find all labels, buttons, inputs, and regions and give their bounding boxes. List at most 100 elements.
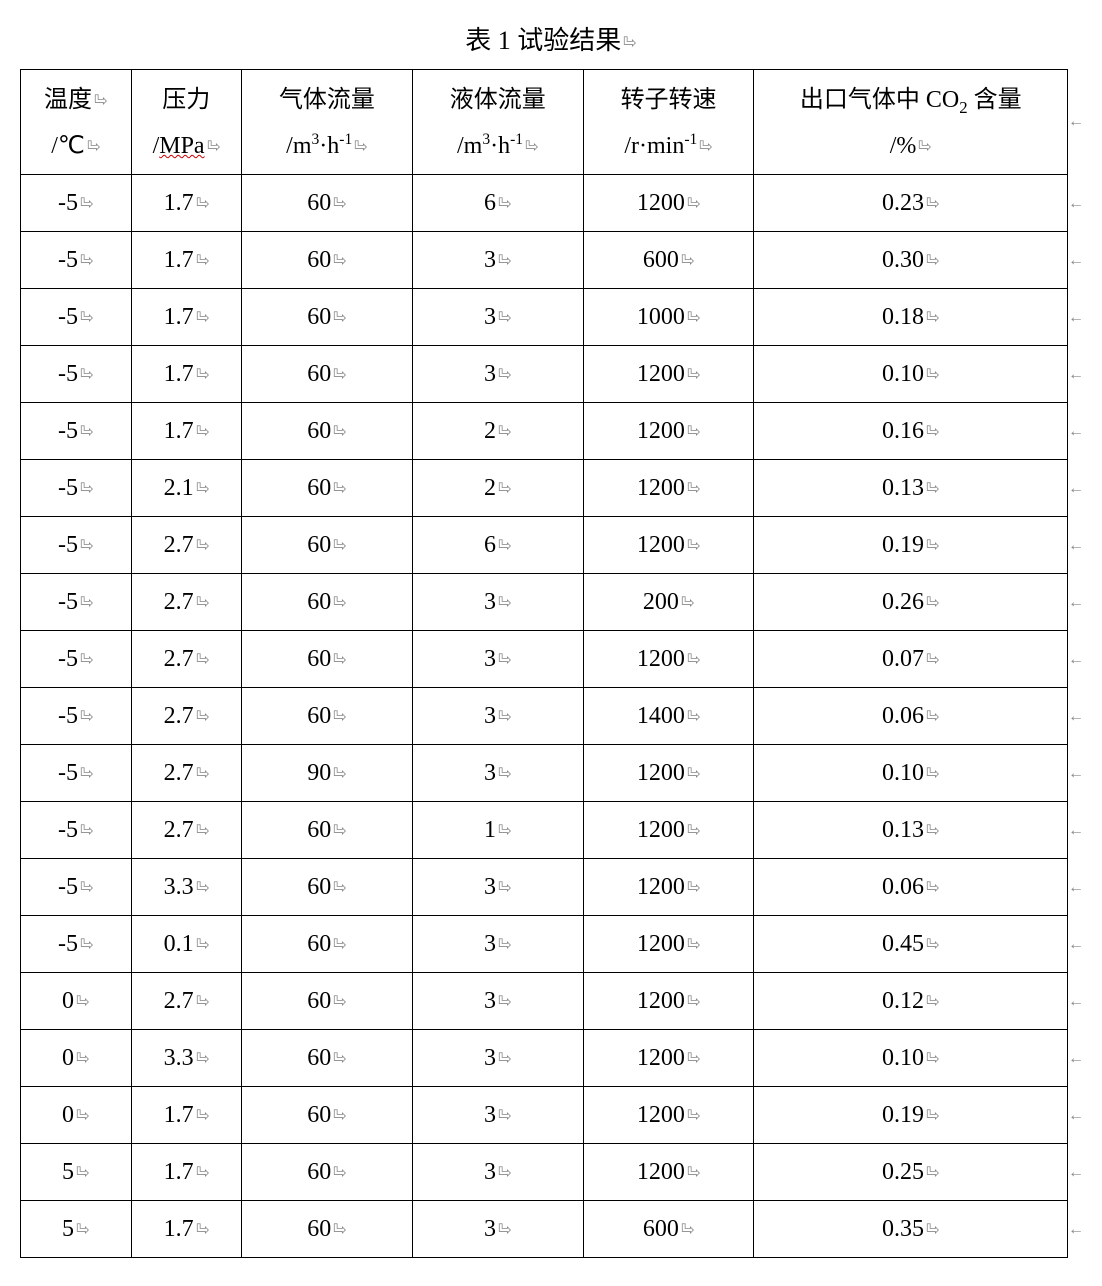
table-cell: 0.06⏎ <box>754 688 1068 745</box>
cell-value: 1200 <box>637 1102 685 1128</box>
table-cell: 0.23⏎ <box>754 175 1068 232</box>
table-row: -5⏎1.7⏎60⏎3⏎1000⏎0.18⏎ <box>21 289 1068 346</box>
cell-value: 6 <box>484 532 496 558</box>
table-cell: 60⏎ <box>242 175 413 232</box>
table-cell: -5⏎ <box>21 574 132 631</box>
paragraph-mark-icon: ⏎ <box>926 308 939 328</box>
table-cell: 1.7⏎ <box>131 232 242 289</box>
table-cell: 5⏎ <box>21 1144 132 1201</box>
paragraph-mark-icon: ⏎ <box>196 821 209 841</box>
table-cell: 0⏎ <box>21 1030 132 1087</box>
cell-value: -5 <box>58 304 78 330</box>
paragraph-mark-icon: ⏎ <box>926 1049 939 1069</box>
table-cell: -5⏎ <box>21 232 132 289</box>
cell-value: 600 <box>643 1216 679 1242</box>
table-cell: 60⏎ <box>242 802 413 859</box>
col-header-label: 液体流量 <box>450 87 546 113</box>
table-cell: 0⏎ <box>21 973 132 1030</box>
table-cell: 60⏎ <box>242 1030 413 1087</box>
paragraph-mark-icon: ⏎ <box>498 821 511 841</box>
cell-value: 0 <box>62 988 74 1014</box>
paragraph-mark-icon: ⏎ <box>76 1106 89 1126</box>
cell-value: 2.1 <box>164 475 194 501</box>
table-cell: 1400⏎ <box>583 688 754 745</box>
cell-value: 60 <box>307 361 331 387</box>
paragraph-mark-icon: ⏎ <box>333 707 346 727</box>
cell-value: 3 <box>484 1216 496 1242</box>
paragraph-mark-icon: ⏎ <box>498 1049 511 1069</box>
paragraph-mark-icon: ⏎ <box>926 935 939 955</box>
paragraph-mark-icon: ⏎ <box>333 251 346 271</box>
paragraph-mark-icon: ⏎ <box>926 821 939 841</box>
table-cell: 0⏎ <box>21 1087 132 1144</box>
table-cell: 1.7⏎ <box>131 1144 242 1201</box>
table-cell: 90⏎ <box>242 745 413 802</box>
cell-value: 60 <box>307 1102 331 1128</box>
header-row: 温度⏎ /℃⏎ 压力 /MPa⏎ 气体流量 /m3·h-1⏎ 液体流量 /m3·… <box>21 70 1068 175</box>
cell-mark-icon: ← <box>1068 232 1080 289</box>
paragraph-mark-icon: ⏎ <box>699 133 712 163</box>
table-cell: 2⏎ <box>412 403 583 460</box>
paragraph-mark-icon: ⏎ <box>80 821 93 841</box>
paragraph-mark-icon: ⏎ <box>196 251 209 271</box>
table-cell: 3⏎ <box>412 1030 583 1087</box>
table-cell: 3.3⏎ <box>131 859 242 916</box>
cell-value: 1200 <box>637 1159 685 1185</box>
cell-value: 3 <box>484 646 496 672</box>
table-row: -5⏎3.3⏎60⏎3⏎1200⏎0.06⏎ <box>21 859 1068 916</box>
table-cell: 0.07⏎ <box>754 631 1068 688</box>
cell-mark-icon: ← <box>1068 69 1080 175</box>
paragraph-mark-icon: ⏎ <box>498 707 511 727</box>
cell-value: 0.06 <box>882 703 924 729</box>
paragraph-mark-icon: ⏎ <box>687 764 700 784</box>
paragraph-mark-icon: ⏎ <box>926 194 939 214</box>
cell-value: 3 <box>484 1045 496 1071</box>
cell-value: 2 <box>484 418 496 444</box>
cell-mark-icon: ← <box>1068 574 1080 631</box>
cell-value: 3 <box>484 703 496 729</box>
paragraph-mark-icon: ⏎ <box>687 479 700 499</box>
cell-value: 2.7 <box>164 760 194 786</box>
cell-value: -5 <box>58 760 78 786</box>
table-cell: 1.7⏎ <box>131 346 242 403</box>
table-body: -5⏎1.7⏎60⏎6⏎1200⏎0.23⏎-5⏎1.7⏎60⏎3⏎600⏎0.… <box>21 175 1068 1258</box>
table-cell: 1.7⏎ <box>131 1087 242 1144</box>
table-row: -5⏎1.7⏎60⏎2⏎1200⏎0.16⏎ <box>21 403 1068 460</box>
cell-value: 0.13 <box>882 817 924 843</box>
paragraph-mark-icon: ⏎ <box>196 365 209 385</box>
cell-value: 60 <box>307 817 331 843</box>
table-cell: 60⏎ <box>242 574 413 631</box>
cell-value: 0.26 <box>882 589 924 615</box>
paragraph-mark-icon: ⏎ <box>687 308 700 328</box>
cell-value: 1200 <box>637 988 685 1014</box>
paragraph-mark-icon: ⏎ <box>196 593 209 613</box>
paragraph-mark-icon: ⏎ <box>525 133 538 163</box>
col-header-pressure: 压力 /MPa⏎ <box>131 70 242 175</box>
cell-value: 6 <box>484 190 496 216</box>
paragraph-mark-icon: ⏎ <box>926 251 939 271</box>
col-header-unit: /m3·h-1 <box>457 133 523 159</box>
table-cell: 1200⏎ <box>583 973 754 1030</box>
cell-value: -5 <box>58 589 78 615</box>
paragraph-mark-icon: ⏎ <box>333 1049 346 1069</box>
paragraph-mark-icon: ⏎ <box>333 422 346 442</box>
cell-mark-icon: ← <box>1068 1144 1080 1201</box>
table-cell: -5⏎ <box>21 745 132 802</box>
paragraph-mark-icon: ⏎ <box>498 422 511 442</box>
paragraph-mark-icon: ⏎ <box>498 593 511 613</box>
table-row: 0⏎2.7⏎60⏎3⏎1200⏎0.12⏎ <box>21 973 1068 1030</box>
paragraph-mark-icon: ⏎ <box>196 194 209 214</box>
cell-value: -5 <box>58 874 78 900</box>
paragraph-mark-icon: ⏎ <box>687 365 700 385</box>
table-cell: 600⏎ <box>583 1201 754 1258</box>
cell-value: 0.10 <box>882 361 924 387</box>
cell-value: 0.30 <box>882 247 924 273</box>
paragraph-mark-icon: ⏎ <box>196 1049 209 1069</box>
cell-mark-icon: ← <box>1068 403 1080 460</box>
table-cell: 6⏎ <box>412 175 583 232</box>
cell-value: 60 <box>307 589 331 615</box>
cell-value: 2.7 <box>164 646 194 672</box>
col-header-unit: /m3·h-1 <box>286 133 352 159</box>
cell-value: -5 <box>58 190 78 216</box>
cell-value: 2.7 <box>164 532 194 558</box>
